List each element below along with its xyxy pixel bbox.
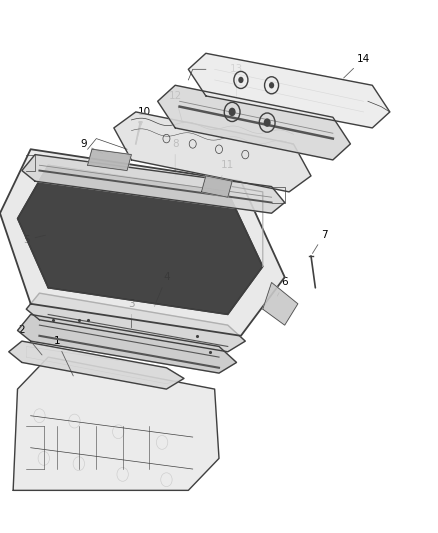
Polygon shape bbox=[18, 165, 263, 314]
Text: 8: 8 bbox=[172, 139, 179, 179]
Text: 2: 2 bbox=[18, 326, 42, 355]
Polygon shape bbox=[0, 149, 285, 336]
Polygon shape bbox=[114, 112, 311, 192]
Text: 13: 13 bbox=[230, 64, 243, 99]
Text: 11: 11 bbox=[220, 160, 234, 179]
Text: 12: 12 bbox=[169, 91, 183, 125]
Polygon shape bbox=[201, 176, 232, 197]
Polygon shape bbox=[22, 155, 285, 213]
Text: 10: 10 bbox=[137, 107, 151, 141]
Polygon shape bbox=[88, 149, 131, 171]
Circle shape bbox=[238, 77, 244, 83]
Circle shape bbox=[264, 118, 271, 127]
Polygon shape bbox=[158, 85, 350, 160]
Polygon shape bbox=[13, 357, 219, 490]
Text: 3: 3 bbox=[128, 299, 135, 328]
Polygon shape bbox=[188, 53, 390, 128]
Text: 5: 5 bbox=[23, 235, 46, 245]
Circle shape bbox=[269, 82, 274, 88]
Circle shape bbox=[229, 108, 236, 116]
Polygon shape bbox=[9, 341, 184, 389]
Text: 7: 7 bbox=[312, 230, 328, 254]
Text: 1: 1 bbox=[53, 336, 73, 376]
Polygon shape bbox=[26, 293, 245, 352]
Text: 4: 4 bbox=[154, 272, 170, 306]
Polygon shape bbox=[18, 314, 237, 373]
Text: 14: 14 bbox=[344, 54, 370, 78]
Polygon shape bbox=[263, 282, 298, 325]
Text: 6: 6 bbox=[277, 278, 288, 296]
Text: 9: 9 bbox=[80, 139, 102, 154]
